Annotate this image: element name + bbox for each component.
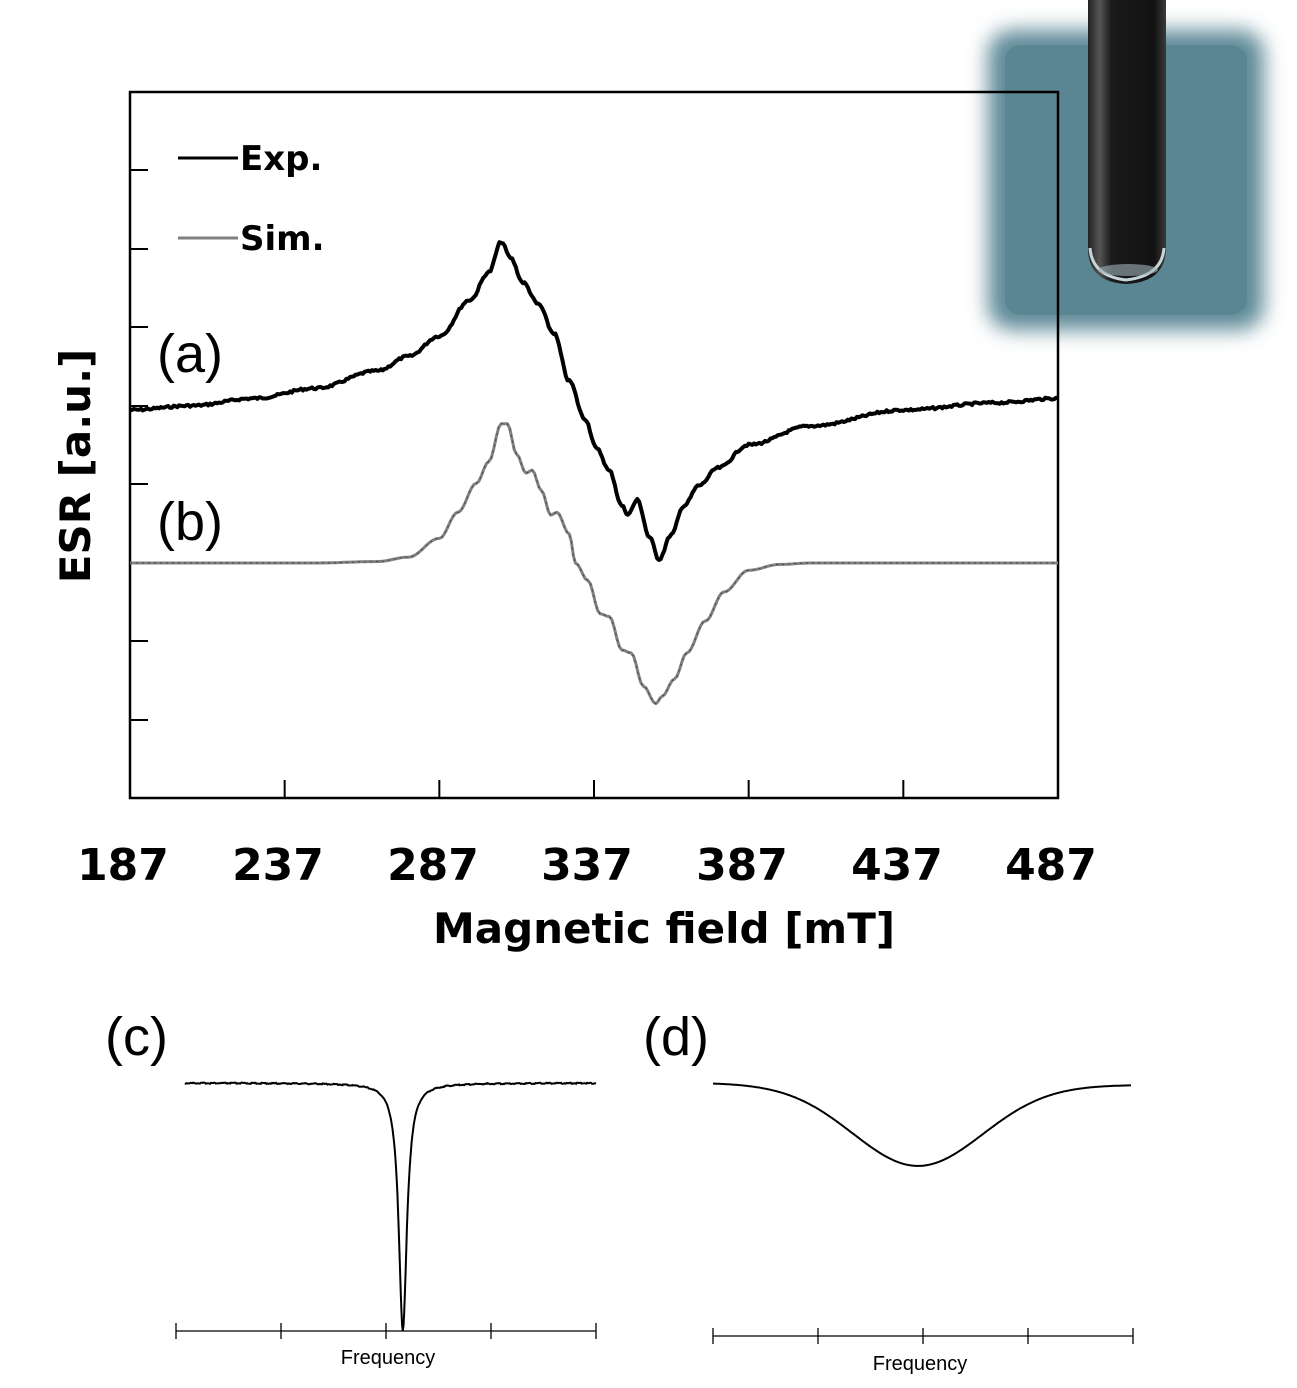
y-ticks	[130, 169, 148, 721]
series-sim-line	[130, 422, 1058, 706]
panel-label-d: (d)	[643, 1007, 709, 1067]
panel-c-curve	[184, 1081, 597, 1331]
series-sim-dotted-overlay	[130, 423, 1058, 705]
sample-tube	[1088, 0, 1166, 284]
y-axis-title: ESR [a.u.]	[51, 349, 100, 583]
x-tick-label: 387	[696, 840, 788, 891]
legend: Exp. Sim.	[178, 139, 325, 259]
panel-d-curve	[713, 1082, 1131, 1168]
x-tick-label: 337	[541, 840, 633, 891]
inset-photo	[988, 0, 1264, 330]
x-tick-label: 287	[387, 840, 479, 891]
panel-label-a: (a)	[157, 324, 223, 384]
x-tick-label: 437	[851, 840, 943, 891]
panel-d-xlabel: Frequency	[873, 1353, 968, 1375]
panel-d-axis	[712, 1328, 1134, 1344]
x-tick-label: 237	[232, 840, 324, 891]
x-axis-title: Magnetic field [mT]	[433, 904, 895, 953]
series-exp-line	[129, 240, 1059, 562]
x-tick-label: 487	[1005, 840, 1097, 891]
panel-c-axis	[175, 1323, 597, 1339]
x-tick-labels: 187 237 287 337 387 437 487	[77, 840, 1097, 891]
x-ticks	[283, 780, 905, 798]
panel-label-c: (c)	[105, 1007, 168, 1067]
panel-label-b: (b)	[157, 492, 223, 552]
legend-label-sim: Sim.	[240, 219, 325, 259]
panel-c-xlabel: Frequency	[341, 1347, 436, 1369]
x-tick-label: 187	[77, 840, 169, 891]
legend-label-exp: Exp.	[240, 139, 322, 179]
